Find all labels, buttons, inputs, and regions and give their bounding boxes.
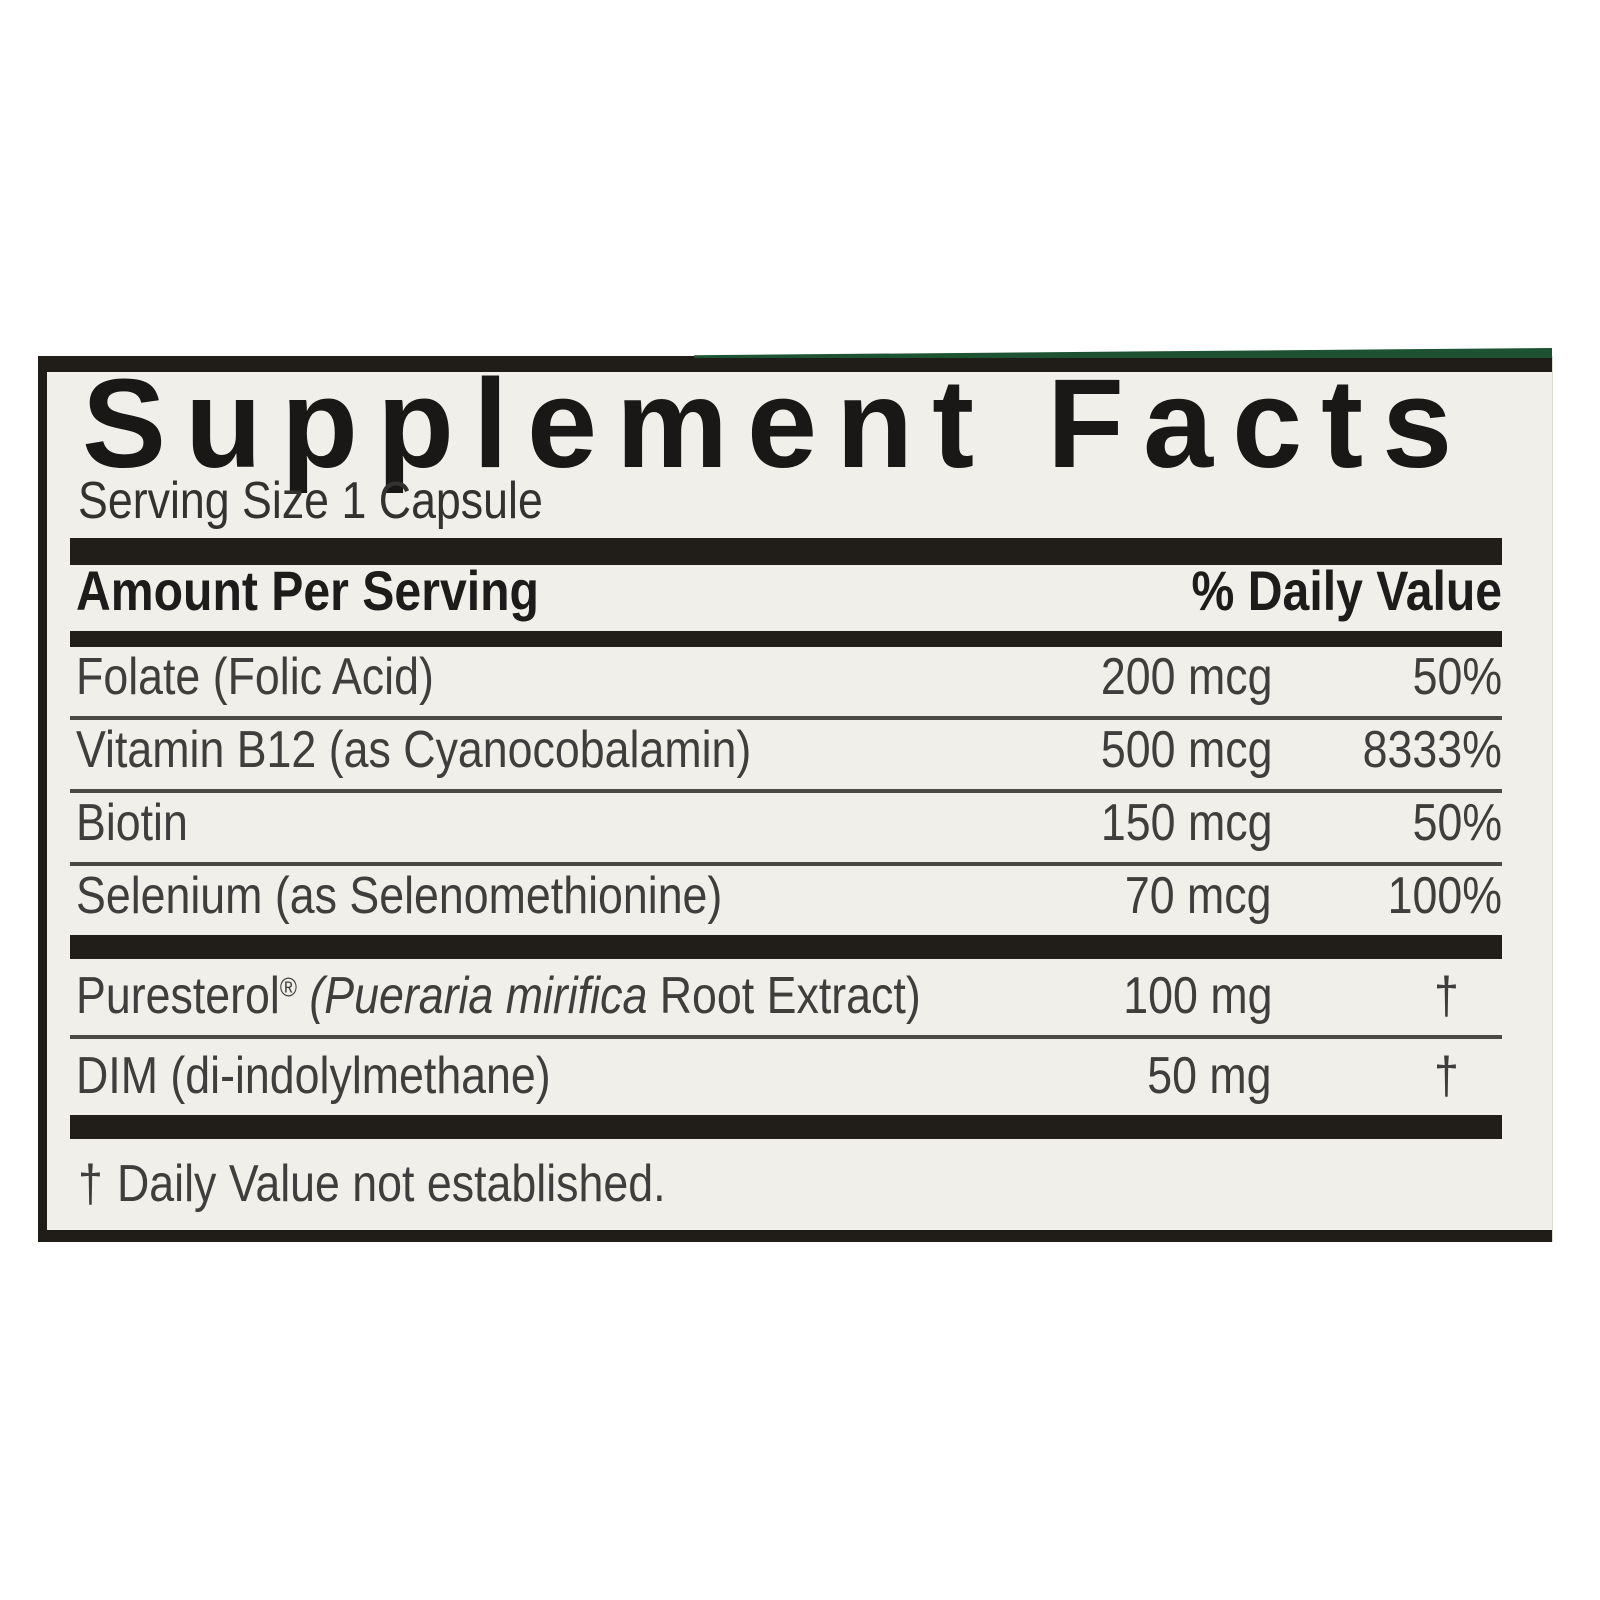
ingredient-dv: 50% bbox=[1412, 648, 1502, 706]
serving-size-text: Serving Size 1 Capsule bbox=[78, 472, 543, 530]
daily-value-header: % Daily Value bbox=[1191, 559, 1502, 622]
ingredient-name: Puresterol® (Pueraria mirifica Root Extr… bbox=[76, 966, 921, 1026]
table-row-selenium: Selenium (as Selenomethionine) 70 mcg 10… bbox=[70, 866, 1502, 935]
ingredient-dv-cell: 100% bbox=[1272, 866, 1502, 926]
ingredient-name-cell: Puresterol® (Pueraria mirifica Root Extr… bbox=[76, 966, 1057, 1026]
ingredient-dv: 50% bbox=[1412, 794, 1502, 852]
divider-thick-top bbox=[70, 538, 1502, 565]
package-green-edge-strip bbox=[694, 348, 1552, 358]
ingredient-name: Biotin bbox=[76, 794, 188, 852]
table-row-puresterol: Puresterol® (Pueraria mirifica Root Extr… bbox=[70, 959, 1502, 1039]
table-row-vitamin-b12: Vitamin B12 (as Cyanocobalamin) 500 mcg … bbox=[70, 720, 1502, 793]
brand-name: Puresterol bbox=[76, 967, 280, 1025]
ingredient-name: Folate (Folic Acid) bbox=[76, 648, 434, 706]
ingredient-dv-cell: 50% bbox=[1272, 793, 1502, 853]
table-row-dim: DIM (di-indolylmethane) 50 mg † bbox=[70, 1039, 1502, 1115]
table-row-folate: Folate (Folic Acid) 200 mcg 50% bbox=[70, 647, 1502, 720]
ingredient-name: DIM (di-indolylmethane) bbox=[76, 1047, 551, 1105]
ingredient-amount: 70 mcg bbox=[1125, 867, 1272, 925]
ingredient-name-cell: Biotin bbox=[76, 793, 1057, 853]
amount-per-serving-header: Amount Per Serving bbox=[76, 559, 539, 622]
table-header-row: Amount Per Serving % Daily Value bbox=[70, 559, 1502, 631]
ingredient-amount-cell: 100 mg bbox=[1057, 966, 1272, 1026]
ingredient-dv-cell: † bbox=[1272, 1046, 1502, 1106]
registered-trademark-symbol: ® bbox=[279, 972, 297, 1003]
ingredient-dv: 8333% bbox=[1362, 721, 1502, 779]
footnote-dagger-symbol: † bbox=[78, 1155, 103, 1213]
ingredient-amount: 150 mcg bbox=[1100, 794, 1272, 852]
ingredient-name-cell: Selenium (as Selenomethionine) bbox=[76, 866, 1057, 926]
ingredient-amount-cell: 50 mg bbox=[1057, 1046, 1272, 1106]
supplement-facts-panel: Supplement Facts Serving Size 1 Capsule … bbox=[38, 348, 1552, 1242]
ingredient-amount: 500 mcg bbox=[1100, 721, 1272, 779]
ingredient-amount-cell: 150 mcg bbox=[1057, 793, 1272, 853]
ingredient-amount: 50 mg bbox=[1147, 1047, 1272, 1105]
ingredient-amount-cell: 500 mcg bbox=[1057, 720, 1272, 780]
ingredient-dv-cell: † bbox=[1272, 966, 1502, 1026]
ingredient-name-cell: Folate (Folic Acid) bbox=[76, 647, 1057, 707]
ingredient-amount: 200 mcg bbox=[1100, 648, 1272, 706]
ingredient-name-rest: Root Extract) bbox=[659, 967, 921, 1025]
footnote-line: † Daily Value not established. bbox=[70, 1139, 1502, 1229]
divider-thick-mid bbox=[70, 935, 1502, 959]
ingredient-name: Selenium (as Selenomethionine) bbox=[76, 867, 723, 925]
ingredient-dv-cell: 8333% bbox=[1272, 720, 1502, 780]
dagger-symbol: † bbox=[1434, 967, 1459, 1025]
divider-thick-bottom bbox=[70, 1115, 1502, 1139]
panel-title: Supplement Facts bbox=[82, 353, 1472, 494]
ingredient-name: Vitamin B12 (as Cyanocobalamin) bbox=[76, 721, 752, 779]
footnote-text: Daily Value not established. bbox=[116, 1155, 666, 1213]
ingredient-name-cell: DIM (di-indolylmethane) bbox=[76, 1046, 1057, 1106]
ingredient-dv: 100% bbox=[1387, 867, 1502, 925]
table-row-biotin: Biotin 150 mcg 50% bbox=[70, 793, 1502, 866]
ingredient-name-cell: Vitamin B12 (as Cyanocobalamin) bbox=[76, 720, 1057, 780]
botanical-name-italic: (Pueraria mirifica bbox=[296, 967, 660, 1025]
divider-under-header bbox=[70, 631, 1502, 647]
ingredient-amount-cell: 200 mcg bbox=[1057, 647, 1272, 707]
ingredient-amount: 100 mg bbox=[1122, 967, 1272, 1025]
dagger-symbol: † bbox=[1434, 1047, 1459, 1105]
panel-content: Supplement Facts Serving Size 1 Capsule … bbox=[47, 353, 1552, 1230]
ingredient-dv-cell: 50% bbox=[1272, 647, 1502, 707]
serving-size-line: Serving Size 1 Capsule bbox=[78, 472, 1502, 530]
ingredient-amount-cell: 70 mcg bbox=[1057, 866, 1272, 926]
